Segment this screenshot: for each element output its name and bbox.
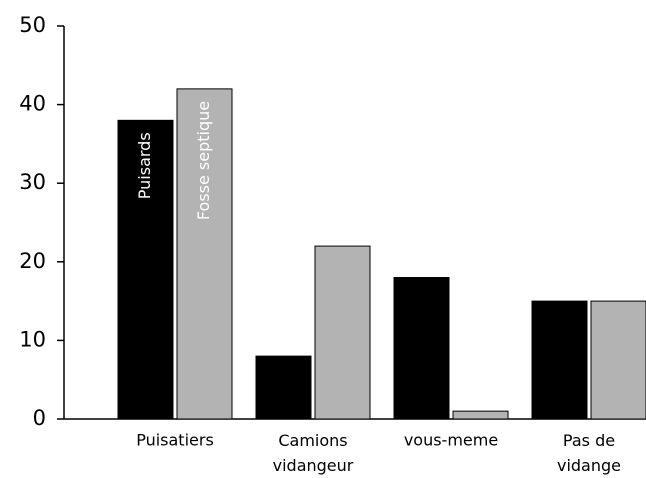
series-label: Fosse septique (194, 101, 213, 220)
x-tick-label: Pas de vidange (557, 431, 621, 475)
series-label: Puisards (135, 132, 154, 199)
y-tick-label: 40 (19, 92, 46, 116)
y-tick-label: 10 (19, 327, 46, 351)
bar (393, 277, 450, 420)
bar (452, 410, 509, 420)
y-tick-label: 50 (19, 13, 46, 37)
bar (531, 300, 588, 420)
y-tick-label: 0 (33, 406, 46, 430)
y-tick-label: 20 (19, 249, 46, 273)
bar (117, 119, 174, 420)
bar (590, 300, 646, 420)
bar (176, 88, 233, 420)
x-tick-label: vous-meme (404, 431, 498, 450)
y-tick-label: 30 (19, 170, 46, 194)
x-tick-label: Puisatiers (136, 431, 214, 450)
bar (255, 355, 312, 420)
x-tick-label: Camions vidangeur (273, 431, 354, 475)
bar (314, 245, 371, 420)
